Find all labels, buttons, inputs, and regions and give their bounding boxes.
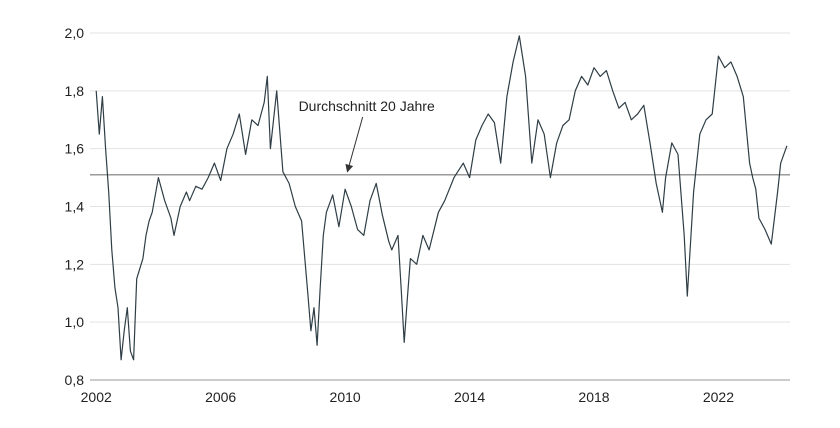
- y-tick-label: 1,2: [65, 256, 85, 272]
- x-tick-label: 2018: [578, 389, 609, 405]
- x-tick-label: 2006: [205, 389, 236, 405]
- x-tick-label: 2010: [330, 389, 361, 405]
- y-tick-label: 1,4: [65, 199, 85, 215]
- y-tick-label: 1,6: [65, 141, 85, 157]
- y-tick-label: 1,0: [65, 314, 85, 330]
- y-tick-label: 0,8: [65, 372, 85, 388]
- x-tick-label: 2002: [81, 389, 112, 405]
- grid-lines: [90, 32, 790, 323]
- series-line-0: [95, 35, 788, 361]
- series-layer: [95, 35, 788, 361]
- y-tick-label: 2,0: [65, 25, 85, 41]
- x-tick-label: 2014: [454, 389, 485, 405]
- annotation-label: Durchschnitt 20 Jahre: [299, 98, 435, 114]
- x-tick-label: 2022: [703, 389, 734, 405]
- annotation-layer: Durchschnitt 20 Jahre: [299, 98, 435, 173]
- y-tick-labels: 0,8 1,0 1,2 1,4 1,6 1,8 2,0: [65, 25, 85, 388]
- y-tick-label: 1,8: [65, 83, 85, 99]
- annotation-arrow: [345, 116, 364, 173]
- x-tick-labels: 2002 2006 2010 2014 2018 2022: [81, 389, 735, 405]
